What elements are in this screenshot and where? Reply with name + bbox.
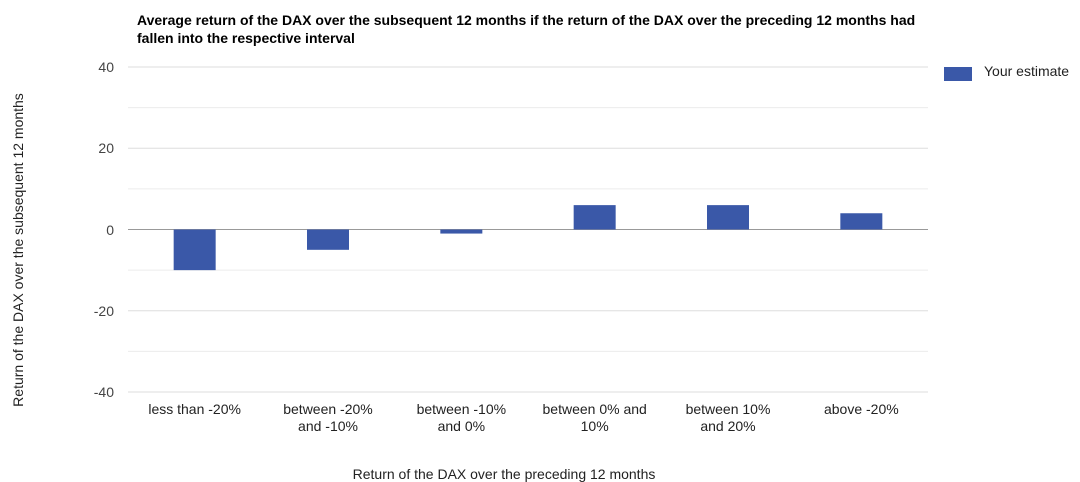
- x-tick-label: between 0% and 10%: [542, 401, 647, 434]
- legend-label: Your estimate: [984, 63, 1070, 79]
- bar: [307, 229, 349, 250]
- x-tick-label: less than -20%: [148, 401, 241, 417]
- y-tick-label: 20: [98, 140, 114, 157]
- bar: [173, 229, 216, 271]
- x-tick-label: between 10% and 20%: [685, 401, 771, 434]
- y-tick-label: 0: [106, 221, 114, 238]
- y-tick-label: -40: [93, 384, 114, 400]
- x-tick-label: above -20%: [823, 401, 899, 417]
- bar: [707, 205, 749, 230]
- bar: [840, 213, 883, 230]
- x-tick-label: between -10% and 0%: [416, 401, 507, 434]
- y-axis-label: Return of the DAX over the subsequent 12…: [10, 93, 26, 407]
- bar: [440, 229, 483, 234]
- y-tick-label: 40: [98, 59, 114, 75]
- y-tick-label: -20: [93, 302, 114, 319]
- chart-title: Average return of the DAX over the subse…: [137, 12, 916, 46]
- x-axis-label: Return of the DAX over the preceding 12 …: [352, 466, 656, 482]
- x-tick-label: between -20% and -10%: [283, 401, 373, 434]
- legend-swatch: [944, 67, 972, 81]
- bar: [573, 205, 616, 230]
